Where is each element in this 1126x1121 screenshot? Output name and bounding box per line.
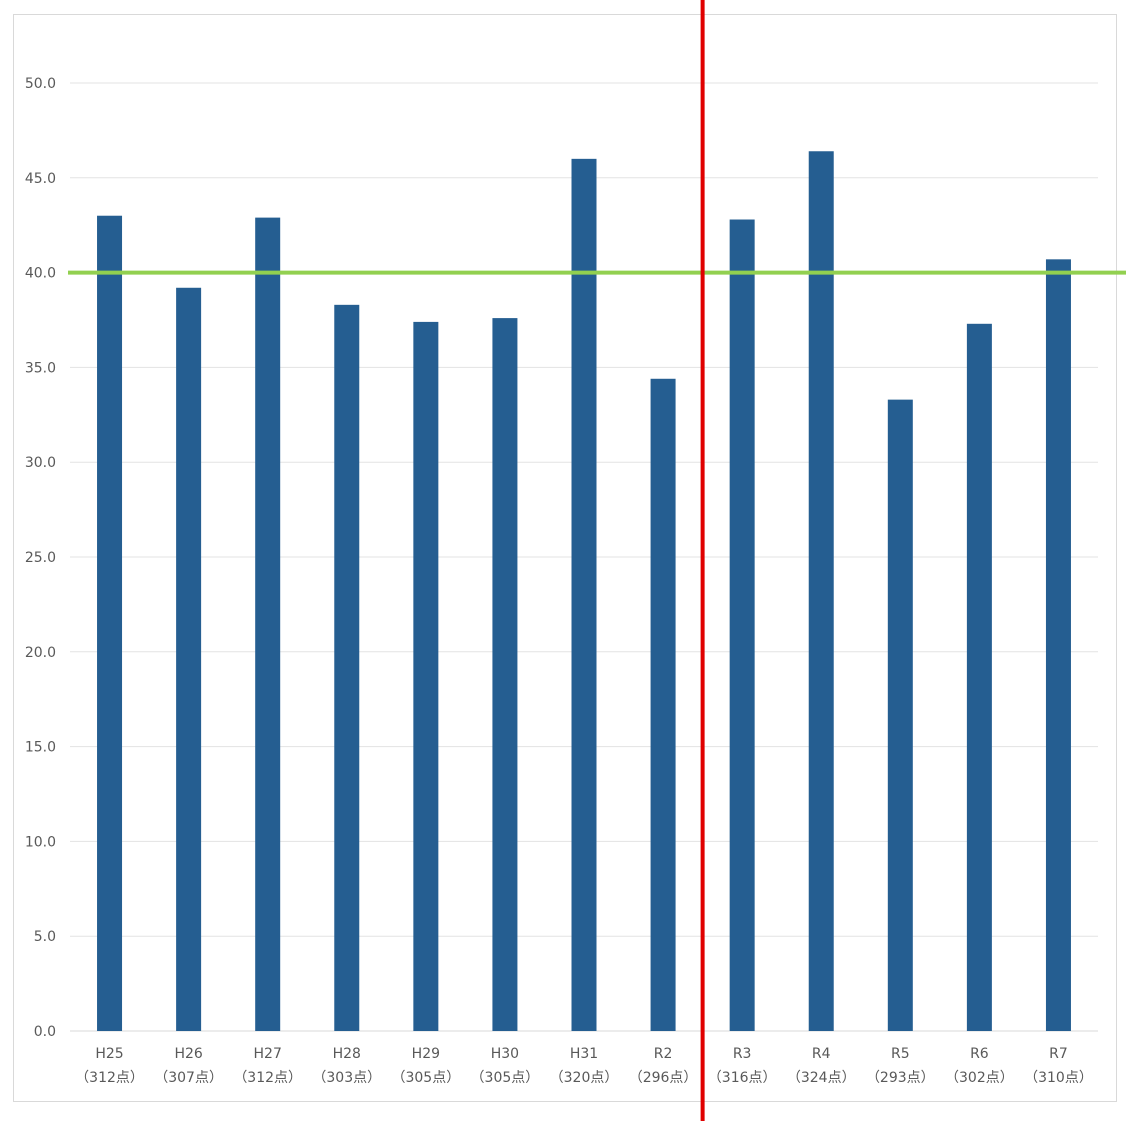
x-tick-label: H26 xyxy=(174,1046,202,1062)
x-tick-label: H28 xyxy=(333,1046,361,1062)
x-tick-label: R7 xyxy=(1049,1046,1068,1062)
bar xyxy=(492,318,518,1031)
y-tick-label: 40.0 xyxy=(25,266,56,282)
y-tick-label: 30.0 xyxy=(25,455,56,471)
x-tick-sublabel: （312点） xyxy=(75,1070,144,1086)
y-axis-tick-labels: 0.0 5.0 10.0 15.0 20.0 25.0 30.0 35.0 40.0 45.0 50… xyxy=(25,76,56,1040)
y-tick-label: 50.0 xyxy=(25,76,56,92)
bar xyxy=(966,323,992,1031)
x-tick-label: H31 xyxy=(570,1046,598,1062)
bars xyxy=(97,151,1071,1032)
bar xyxy=(1045,259,1071,1031)
bar xyxy=(413,321,439,1031)
bar xyxy=(176,287,202,1031)
x-tick-label: R2 xyxy=(654,1046,673,1062)
x-tick-label: H30 xyxy=(491,1046,519,1062)
bar xyxy=(650,378,676,1031)
bar xyxy=(808,151,834,1032)
bar xyxy=(255,217,281,1032)
x-tick-sublabel: （320点） xyxy=(550,1070,619,1086)
bar xyxy=(729,219,755,1032)
y-tick-label: 0.0 xyxy=(34,1024,56,1040)
x-tick-sublabel: （324点） xyxy=(787,1070,856,1086)
x-tick-sublabel: （305点） xyxy=(391,1070,460,1086)
x-tick-sublabel: （302点） xyxy=(945,1070,1014,1086)
x-tick-label: R5 xyxy=(891,1046,910,1062)
x-tick-sublabel: （310点） xyxy=(1024,1070,1093,1086)
x-tick-sublabel: （303点） xyxy=(312,1070,381,1086)
y-tick-label: 35.0 xyxy=(25,360,56,376)
x-tick-label: R3 xyxy=(733,1046,752,1062)
x-tick-label: R4 xyxy=(812,1046,831,1062)
x-tick-sublabel: （305点） xyxy=(471,1070,540,1086)
y-tick-label: 20.0 xyxy=(25,645,56,661)
y-tick-label: 5.0 xyxy=(34,929,56,945)
y-tick-label: 45.0 xyxy=(25,171,56,187)
x-tick-sublabel: （307点） xyxy=(154,1070,223,1086)
x-tick-label: H27 xyxy=(254,1046,282,1062)
y-tick-label: 25.0 xyxy=(25,550,56,566)
x-tick-sublabel: （316点） xyxy=(708,1070,777,1086)
reference-lines xyxy=(68,0,1126,1121)
bar xyxy=(887,399,913,1032)
x-axis-category-labels: H25 （312点） H26 （307点） H27 （312点） H28 （303点） H29 （… xyxy=(75,1046,1093,1086)
y-tick-label: 10.0 xyxy=(25,834,56,850)
bar xyxy=(334,304,360,1031)
bar xyxy=(571,158,597,1032)
y-tick-label: 15.0 xyxy=(25,740,56,756)
x-tick-label: H29 xyxy=(412,1046,440,1062)
x-tick-label: R6 xyxy=(970,1046,989,1062)
x-tick-label: H25 xyxy=(95,1046,123,1062)
x-tick-sublabel: （296点） xyxy=(629,1070,698,1086)
x-tick-sublabel: （293点） xyxy=(866,1070,935,1086)
x-tick-sublabel: （312点） xyxy=(233,1070,302,1086)
bar xyxy=(97,215,123,1032)
